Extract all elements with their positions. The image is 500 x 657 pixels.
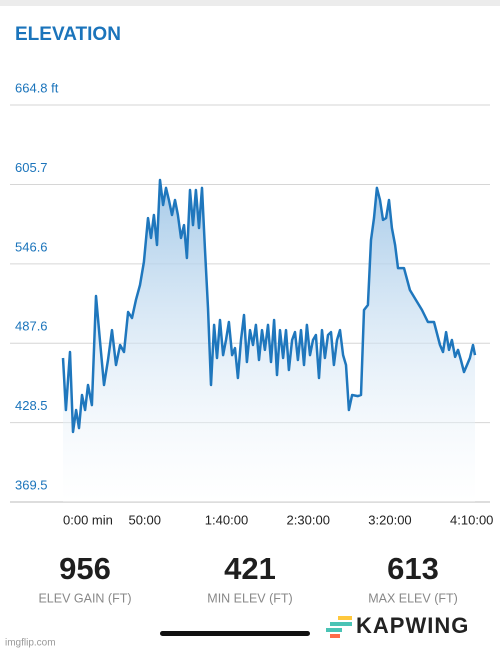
stat-label: ELEV GAIN (FT): [38, 591, 131, 605]
stat-label: MAX ELEV (FT): [368, 591, 458, 605]
y-tick-label: 605.7: [15, 160, 48, 175]
watermark: imgflip.com: [5, 638, 56, 649]
logo-icon: [326, 616, 352, 638]
home-indicator: [160, 631, 310, 636]
x-tick-label: 50:00: [128, 512, 161, 527]
x-tick-label: 4:10:00: [450, 512, 493, 527]
top-strip: [0, 0, 500, 6]
stat-value: 421: [224, 551, 276, 586]
stat-label: MIN ELEV (FT): [207, 591, 292, 605]
y-tick-label: 546.6: [15, 239, 48, 254]
x-tick-label: 3:20:00: [368, 512, 411, 527]
stat-value: 613: [387, 551, 439, 586]
plot: 369.5 428.5 487.6 546.6 605.7 664.8 ft 0:00 mi…: [10, 80, 493, 527]
y-tick-label: 487.6: [15, 319, 48, 334]
elevation-line: [61, 178, 477, 434]
x-tick-label: 0:00 min: [63, 512, 113, 527]
logo-text: KAPWING: [356, 613, 469, 638]
stat-value: 956: [59, 551, 111, 586]
chart-title: ELEVATION: [15, 24, 121, 45]
x-tick-label: 1:40:00: [205, 512, 248, 527]
stats: 956 ELEV GAIN (FT) 421 MIN ELEV (FT) 613 MAX …: [38, 551, 457, 605]
y-tick-label: 664.8 ft: [15, 80, 59, 95]
y-tick-label: 428.5: [15, 398, 48, 413]
y-tick-label: 369.5: [15, 477, 48, 492]
x-tick-label: 2:30:00: [287, 512, 330, 527]
